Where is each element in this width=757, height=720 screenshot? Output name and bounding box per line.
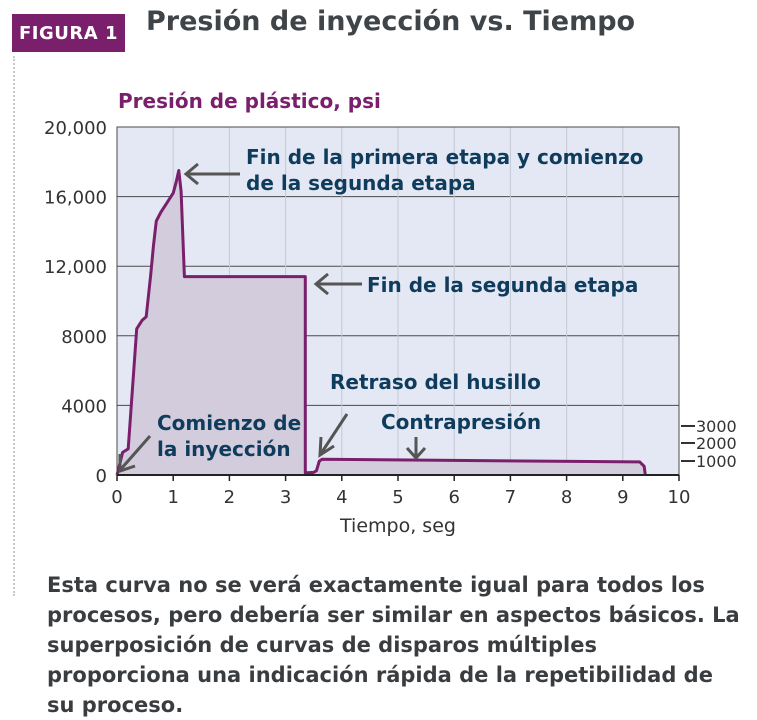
x-tick-label: 6 (448, 487, 459, 508)
x-tick-label: 8 (561, 487, 572, 508)
figure-caption: Esta curva no se verá exactamente igual … (47, 573, 740, 717)
x-tick-label: 7 (505, 487, 516, 508)
y-tick-label: 4000 (61, 396, 107, 417)
x-tick-label: 5 (392, 487, 403, 508)
x-axis-label: Tiempo, seg (339, 515, 456, 537)
secondary-tick-label: 2000 (696, 434, 737, 453)
y-tick-label: 12,000 (44, 257, 107, 278)
annotation-back-pressure: Contrapresión (381, 410, 541, 461)
x-tick-label: 1 (167, 487, 178, 508)
figure-title: Presión de inyección vs. Tiempo (146, 6, 636, 37)
annotation-first-stage: Fin de la primera etapa y comienzo de la… (183, 145, 644, 195)
x-tick-label: 3 (280, 487, 291, 508)
pressure-line (115, 169, 647, 476)
y-ticks: 0 4000 8000 12,000 16,000 20,000 (44, 118, 107, 487)
annotation-first-stage-line2: de la segunda etapa (246, 171, 476, 195)
annotation-first-stage-line1: Fin de la primera etapa y comienzo (246, 145, 644, 169)
y-tick-label: 0 (96, 466, 107, 487)
y-tick-label: 8000 (61, 327, 107, 348)
x-ticks: 0 1 2 3 4 5 6 7 8 9 10 (111, 475, 690, 508)
x-tick-label: 10 (668, 487, 691, 508)
secondary-tick-label: 1000 (696, 452, 737, 471)
annotation-injection-start: Comienzo de la inyección (118, 411, 301, 474)
x-tick-label: 0 (111, 487, 122, 508)
pressure-area (117, 170, 646, 475)
y-tick-label: 20,000 (44, 118, 107, 139)
annotation-screw-delay: Retraso del husillo (318, 370, 541, 458)
pressure-chart: Presión de plástico, psi 0 1 2 3 4 5 6 7 8 9 10 0 4… (44, 89, 737, 537)
annotation-second-stage: Fin de la segunda etapa (313, 272, 638, 297)
annotation-injection-start-line1: Comienzo de (157, 411, 301, 435)
x-tick-label: 9 (617, 487, 628, 508)
annotation-back-pressure-label: Contrapresión (381, 410, 541, 434)
figure-badge: FIGURA 1 (12, 14, 125, 52)
secondary-tick-label: 3000 (696, 417, 737, 436)
annotation-second-stage-label: Fin de la segunda etapa (367, 273, 638, 297)
annotation-injection-start-line2: la inyección (157, 437, 291, 461)
annotation-screw-delay-label: Retraso del husillo (330, 370, 541, 394)
x-tick-label: 2 (224, 487, 235, 508)
y-tick-label: 16,000 (44, 188, 107, 209)
x-tick-label: 4 (336, 487, 347, 508)
left-dotted-rule (13, 56, 15, 596)
y-axis-label: Presión de plástico, psi (118, 89, 381, 113)
